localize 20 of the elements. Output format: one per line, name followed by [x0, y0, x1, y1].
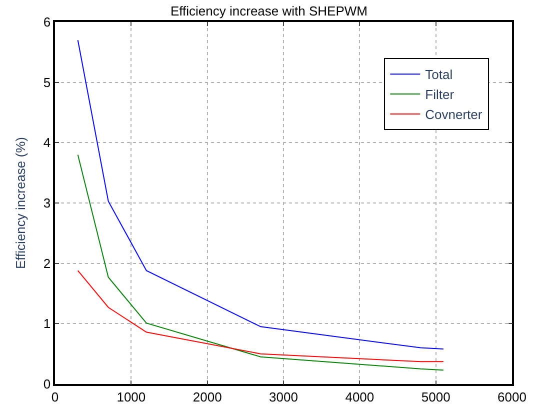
y-tick-label: 1: [43, 316, 51, 332]
y-tick-label: 2: [43, 256, 51, 271]
line-series: [77, 270, 444, 362]
x-tick-label: 3000: [269, 389, 298, 404]
y-tick-label: 5: [43, 74, 51, 90]
y-tick-label: 3: [43, 196, 51, 211]
legend-label: Covnerter: [425, 107, 483, 122]
x-tick-label: 4000: [345, 389, 374, 404]
x-tick-label: 1000: [116, 389, 146, 404]
x-tick-label: 6000: [498, 389, 526, 404]
y-tick-label: 4: [43, 135, 51, 150]
y-tick-label: 6: [43, 14, 51, 30]
line-series: [77, 154, 444, 371]
x-tick-label: 2000: [192, 389, 222, 404]
chart-title: Efficiency increase with SHEPWM: [170, 3, 368, 18]
legend-label: Filter: [425, 87, 455, 102]
y-axis-title: Efficiency increase (%): [12, 137, 28, 269]
x-tick-label: 5000: [421, 389, 450, 404]
legend-label: Total: [425, 67, 453, 82]
y-tick-label: 0: [43, 376, 51, 392]
